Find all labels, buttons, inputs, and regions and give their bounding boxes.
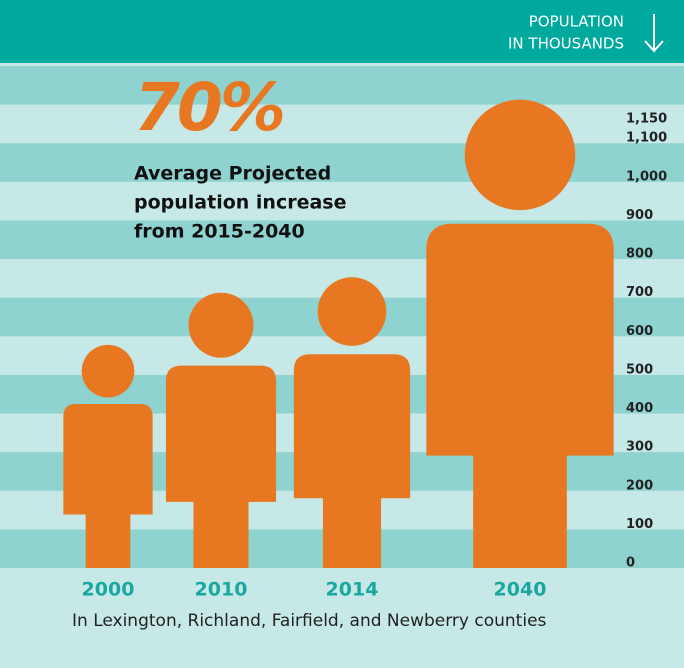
y-tick-label: 200 bbox=[626, 478, 653, 493]
y-tick-label: 900 bbox=[626, 208, 653, 223]
y-tick-label: 500 bbox=[626, 362, 653, 377]
headline: 70% bbox=[134, 69, 283, 146]
person-figure bbox=[426, 99, 614, 569]
arrow-icon bbox=[644, 14, 664, 53]
headline-text: population increase bbox=[134, 192, 346, 214]
headline-text: Average Projected bbox=[134, 163, 331, 185]
y-tick-label: 1,100 bbox=[626, 131, 667, 146]
y-tick-label: 400 bbox=[626, 401, 653, 416]
person-figure bbox=[63, 344, 153, 568]
footnote: In Lexington, Richland, Fairfield, and N… bbox=[72, 611, 547, 631]
y-tick-label: 0 bbox=[626, 556, 635, 571]
x-tick-label: 2010 bbox=[195, 579, 248, 601]
y-tick-label: 300 bbox=[626, 440, 653, 455]
y-tick-label: 800 bbox=[626, 247, 653, 262]
y-tick-label: 700 bbox=[626, 285, 653, 300]
axis-label: POPULATION bbox=[529, 13, 624, 31]
stripe bbox=[0, 66, 684, 105]
y-tick-label: 1,000 bbox=[626, 169, 667, 184]
axis-label: IN THOUSANDS bbox=[508, 35, 624, 53]
header-band bbox=[0, 0, 684, 63]
x-tick-label: 2000 bbox=[82, 579, 135, 601]
person-figure bbox=[165, 292, 277, 568]
stripe bbox=[0, 143, 684, 182]
x-tick-label: 2014 bbox=[326, 579, 379, 601]
x-tick-label: 2040 bbox=[494, 579, 547, 601]
person-figure bbox=[293, 277, 411, 568]
headline-text: from 2015-2040 bbox=[134, 221, 305, 243]
y-tick-label: 1,150 bbox=[626, 111, 667, 126]
y-tick-label: 600 bbox=[626, 324, 653, 339]
y-tick-label: 100 bbox=[626, 517, 653, 532]
